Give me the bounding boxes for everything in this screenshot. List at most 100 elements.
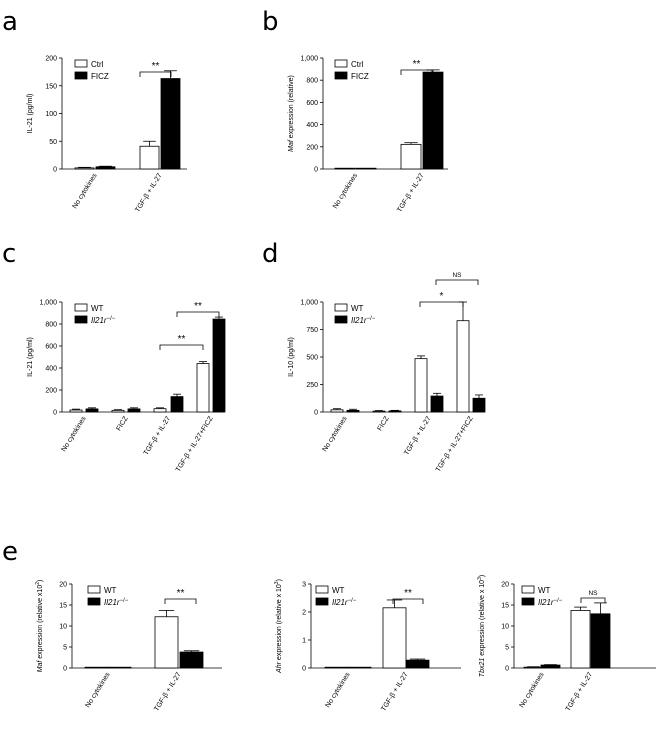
c-bar-control bbox=[153, 408, 167, 413]
b-legend-swatch bbox=[334, 59, 348, 68]
d-legend-label-genotype: −/− bbox=[367, 316, 376, 322]
e2-ytick-label: 0 bbox=[302, 666, 306, 673]
d-bar-treated bbox=[472, 397, 486, 413]
c-significance-label: ** bbox=[194, 301, 202, 312]
e1-y-axis-label-end: ) bbox=[37, 580, 44, 582]
c-category-label: No cytokines bbox=[61, 415, 88, 453]
d-ytick-label: 750 bbox=[306, 327, 318, 334]
a-legend-label: Ctrl bbox=[91, 60, 104, 69]
c-ytick-label: 0 bbox=[53, 410, 57, 417]
e3-y-axis-label-end: ) bbox=[479, 575, 486, 577]
e3-y-axis-label: Tbx21 expression (relative x 103) bbox=[477, 575, 486, 677]
c-category-label: TGF-β + IL-27 bbox=[143, 415, 172, 456]
a-category-label: TGF-β + IL-27 bbox=[134, 172, 163, 213]
d-significance-bracket bbox=[435, 279, 479, 285]
b-bar-control bbox=[400, 143, 422, 170]
d-legend-label: WT bbox=[351, 304, 364, 313]
c-legend-label: Il21r−/− bbox=[91, 316, 116, 325]
c-category-label: TGF-β + IL-27+FICZ bbox=[175, 415, 215, 474]
e3-category-label: No cytokines bbox=[519, 671, 546, 709]
d-y-axis-label: IL-10 (pg/ml) bbox=[288, 337, 295, 377]
a-significance-label: ** bbox=[152, 61, 160, 72]
e1-legend-label-gene: Il21r bbox=[104, 598, 120, 607]
b-y-axis-label: Maf expression (relative) bbox=[288, 75, 295, 152]
b-category-label: TGF-β + IL-27 bbox=[396, 172, 425, 213]
d-ytick-label: 1,000 bbox=[300, 300, 318, 307]
panel-letter-a: a bbox=[2, 7, 18, 37]
e1-legend-label-genotype: −/− bbox=[120, 598, 129, 604]
d-category-label: No cytokines bbox=[322, 415, 349, 453]
d-bar-control bbox=[414, 358, 428, 413]
c-bar-treated bbox=[212, 318, 226, 413]
c-legend-label-gene: Il21r bbox=[91, 316, 107, 325]
c-legend-label-genotype: −/− bbox=[107, 316, 116, 322]
d-legend-swatch bbox=[334, 303, 348, 312]
c-legend-swatch bbox=[74, 315, 88, 324]
c-bar-treated bbox=[170, 396, 184, 413]
e1-ytick-label: 5 bbox=[63, 645, 67, 652]
c-y-axis-label-text: IL-21 (pg/ml) bbox=[27, 337, 34, 377]
d-bar-treated bbox=[346, 409, 360, 413]
e2-bar-control bbox=[324, 666, 349, 669]
d-significance-bracket bbox=[419, 301, 464, 307]
a-y-axis-label: IL-21 (pg/ml) bbox=[27, 94, 34, 134]
b-ytick-label: 200 bbox=[306, 144, 318, 151]
panel-letter-c: c bbox=[2, 239, 16, 269]
e2-legend-swatch bbox=[315, 597, 329, 606]
d-bar-control bbox=[456, 320, 470, 413]
e2-y-axis-label: Ahr expression (relative x 103) bbox=[274, 579, 283, 674]
a-ytick-label: 200 bbox=[45, 56, 57, 63]
e2-category-label: TGF-β + IL-27 bbox=[380, 671, 409, 712]
a-ytick-label: 100 bbox=[45, 111, 57, 118]
e2-ytick-label: 1 bbox=[302, 638, 306, 645]
e1-y-axis-label-text: expression (relative x10 bbox=[37, 585, 44, 661]
d-bar-treated bbox=[388, 410, 402, 413]
e3-significance-bracket bbox=[580, 597, 606, 603]
c-ytick-label: 200 bbox=[45, 388, 57, 395]
d-category-label: TGF-β + IL-27+FICZ bbox=[435, 415, 475, 474]
e2-y-axis-label-exponent: 3 bbox=[274, 581, 280, 584]
e1-significance-label: ** bbox=[177, 588, 185, 599]
a-legend-swatch bbox=[74, 59, 88, 68]
d-legend-swatch bbox=[334, 315, 348, 324]
e2-legend-label: Il21r−/− bbox=[332, 598, 357, 607]
b-legend-label: Ctrl bbox=[351, 60, 364, 69]
e3-legend-label: Il21r−/− bbox=[538, 598, 563, 607]
e1-legend-swatch bbox=[87, 585, 101, 594]
e2-significance-bracket bbox=[392, 598, 424, 604]
b-ytick-label: 0 bbox=[314, 167, 318, 174]
e3-ytick-label: 10 bbox=[501, 624, 509, 631]
a-legend-label: FICZ bbox=[91, 72, 109, 81]
d-significance-label: NS bbox=[452, 272, 462, 279]
d-bar-control bbox=[330, 409, 344, 413]
e3-category-label: TGF-β + IL-27 bbox=[565, 671, 594, 712]
d-bar-treated bbox=[430, 395, 444, 413]
e2-bar-control bbox=[382, 607, 407, 669]
e1-bar-control bbox=[154, 616, 179, 669]
b-y-axis-label-gene: Maf bbox=[288, 139, 295, 152]
e3-legend-swatch bbox=[521, 597, 535, 606]
e1-bar-treated bbox=[179, 651, 204, 669]
b-ytick-label: 1,000 bbox=[300, 56, 318, 63]
d-y-axis-label-text: IL-10 (pg/ml) bbox=[288, 337, 295, 377]
c-legend-swatch bbox=[74, 303, 88, 312]
e3-legend-swatch bbox=[521, 585, 535, 594]
d-ytick-label: 0 bbox=[314, 410, 318, 417]
d-significance-label: * bbox=[440, 291, 444, 302]
e2-bar-treated bbox=[347, 666, 372, 669]
c-significance-bracket bbox=[176, 311, 220, 317]
a-bar-treated bbox=[160, 78, 181, 170]
e2-significance-label: ** bbox=[404, 588, 412, 599]
c-bar-treated bbox=[127, 408, 141, 413]
e3-y-axis-label-exponent: 3 bbox=[477, 577, 483, 580]
e1-ytick-label: 15 bbox=[59, 603, 67, 610]
e3-ytick-label: 0 bbox=[505, 666, 509, 673]
e1-category-label: No cytokines bbox=[85, 671, 112, 709]
d-legend-label: Il21r−/− bbox=[351, 316, 376, 325]
e1-bar-treated bbox=[107, 666, 132, 669]
e3-bar-control bbox=[523, 666, 544, 669]
c-legend-label: WT bbox=[91, 304, 104, 313]
e3-legend-label: WT bbox=[538, 586, 551, 595]
e1-legend-label: WT bbox=[104, 586, 117, 595]
b-legend-swatch bbox=[334, 71, 348, 80]
